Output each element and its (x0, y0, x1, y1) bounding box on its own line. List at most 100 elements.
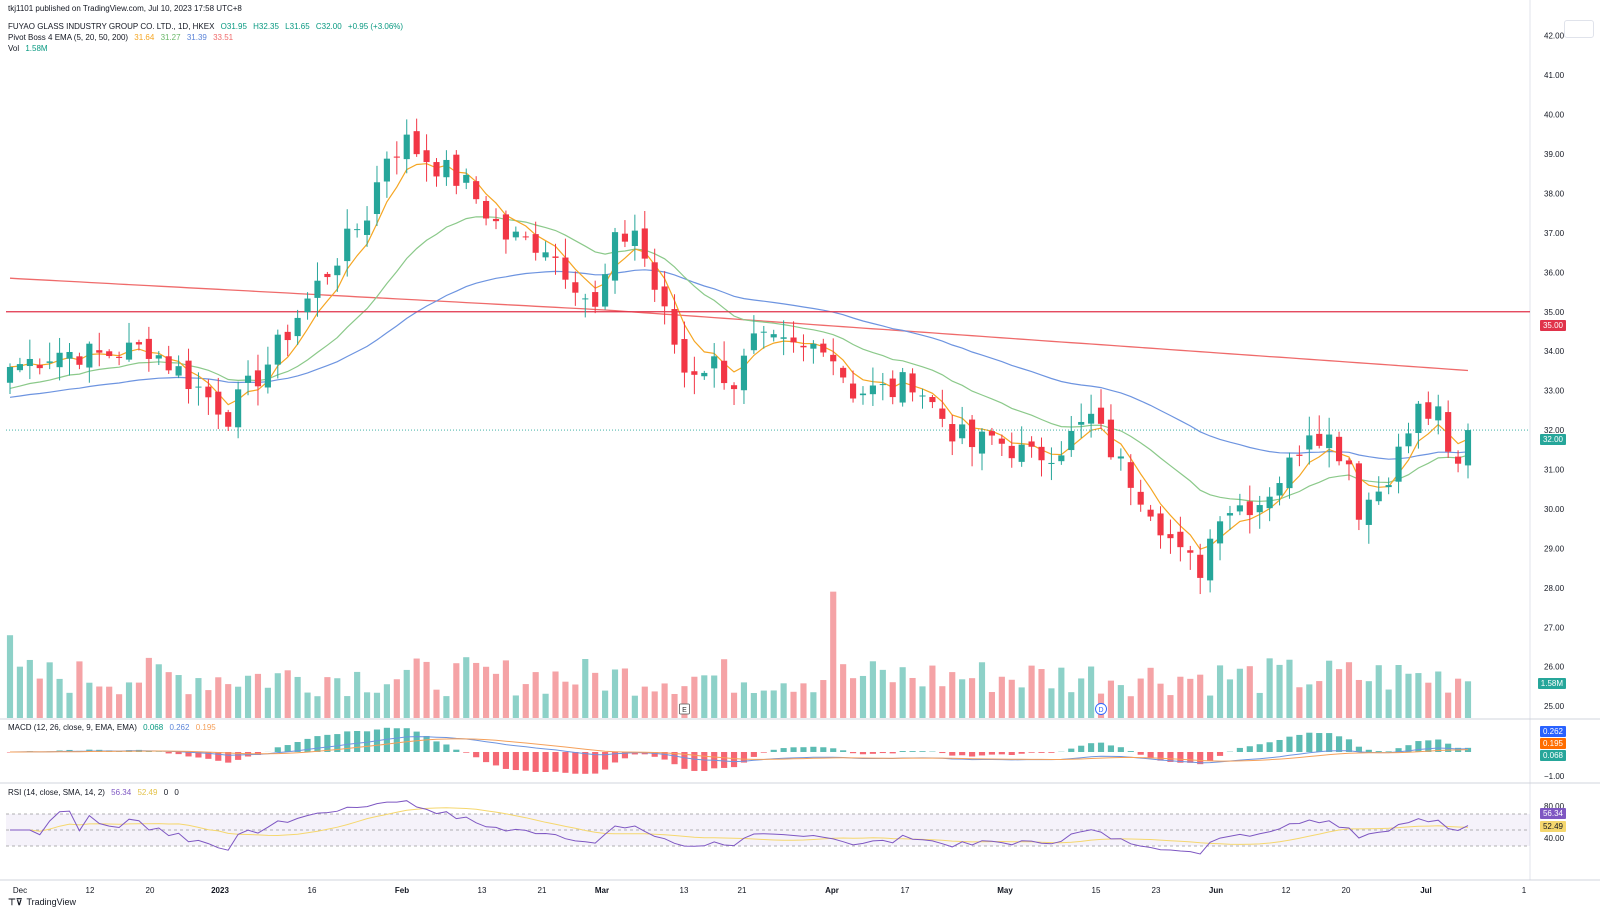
volume-bar (1038, 669, 1045, 718)
volume-bar (443, 696, 450, 718)
ohlc-high: H32.35 (253, 22, 279, 31)
candle-body (175, 366, 182, 376)
macd-hist-bar (1375, 751, 1382, 752)
candle-body (334, 265, 341, 276)
candle-body (859, 393, 867, 396)
volume-bar (1236, 668, 1243, 718)
macd-hist-bar (1078, 745, 1085, 752)
candle-body (1286, 457, 1293, 489)
time-axis-label: Jul (1420, 886, 1432, 895)
macd-hist-bar (1365, 749, 1372, 752)
rsi-value-tag: 56.34 (1539, 808, 1566, 819)
macd-hist-bar (582, 752, 589, 774)
resistance-price-tag: 35.00 (1539, 320, 1566, 331)
volume-bar (284, 670, 291, 718)
volume-bar (264, 687, 271, 718)
macd-hist-tag: 0.068 (1539, 750, 1566, 761)
candle-body (1058, 455, 1065, 462)
symbol-legend: FUYAO GLASS INDUSTRY GROUP CO. LTD., 1D,… (8, 22, 407, 32)
price-axis-label: 31.00 (1544, 466, 1565, 475)
volume-bar (86, 682, 93, 718)
price-axis-label: 28.00 (1544, 584, 1565, 593)
macd-hist-bar (175, 752, 182, 755)
macd-hist-bar (1435, 739, 1442, 752)
candle-body (185, 360, 192, 390)
volume-bar (244, 675, 252, 718)
candle-body (125, 342, 133, 360)
volume-bar (116, 694, 123, 718)
rsi-extra-1: 0 (163, 788, 169, 797)
volume-bar (1187, 678, 1194, 718)
volume-bar (1078, 678, 1085, 718)
volume-bar (205, 690, 212, 718)
tradingview-logo[interactable]: ⊤⊽ TradingView (8, 897, 76, 907)
volume-bar (373, 692, 381, 718)
macd-hist-bar (235, 752, 242, 760)
volume-bar (1415, 673, 1422, 718)
time-axis-label: 1 (1522, 886, 1527, 895)
candle-body (869, 385, 876, 395)
macd-hist-bar (215, 752, 222, 761)
candle-body (433, 162, 440, 177)
volume-bar (1385, 689, 1392, 718)
candle-body (165, 356, 172, 371)
volume-bar (1197, 674, 1204, 718)
volume-bar (304, 692, 311, 718)
macd-hist-bar (492, 752, 500, 766)
macd-hist-bar (393, 728, 400, 752)
candle-body (1048, 462, 1055, 464)
candle-body (949, 424, 956, 442)
time-axis-label: Feb (395, 886, 409, 895)
candle-body (849, 383, 857, 399)
volume-bar (592, 672, 599, 718)
candle-body (1375, 491, 1382, 502)
macd-hist-bar (532, 752, 539, 772)
macd-hist-bar (1216, 752, 1224, 756)
rsi-sma-tag: 52.49 (1539, 821, 1566, 832)
macd-hist-bar (433, 741, 440, 752)
candle-body (294, 317, 301, 337)
volume-bar (562, 681, 569, 718)
published-by-text: tkj1101 published on TradingView.com, Ju… (8, 4, 242, 13)
macd-hist-bar (185, 752, 192, 757)
macd-hist-bar (1355, 746, 1362, 752)
volume-bar (324, 677, 331, 718)
volume-bar (1375, 665, 1382, 718)
candle-body (1246, 501, 1253, 516)
candle-body (1355, 463, 1362, 520)
macd-hist-bar (1147, 752, 1154, 758)
volume-bar (403, 669, 410, 718)
time-axis-label: 23 (1152, 886, 1161, 895)
macd-hist-bar (304, 738, 311, 752)
rsi-axis-label: 40.00 (1544, 834, 1565, 843)
candle-body (820, 343, 827, 353)
last-price-tag: 32.00 (1539, 434, 1566, 445)
candle-body (502, 214, 509, 240)
candle-body (1395, 446, 1402, 482)
macd-signal-line (10, 738, 1469, 762)
volume-bar (671, 693, 678, 718)
macd-hist-bar (949, 752, 956, 756)
volume-bar (56, 678, 63, 718)
macd-hist-bar (443, 744, 450, 752)
volume-bar (1276, 664, 1283, 718)
macd-hist-bar (473, 752, 480, 758)
candle-body (1117, 456, 1124, 459)
candle-body (1187, 550, 1194, 553)
macd-hist-bar (354, 731, 361, 752)
macd-hist-bar (859, 752, 867, 755)
macd-hist-bar (1088, 743, 1095, 752)
macd-hist-bar (1157, 752, 1164, 761)
price-axis-label: 25.00 (1544, 702, 1565, 711)
macd-hist-bar (294, 742, 301, 752)
ema5-value: 31.64 (134, 33, 155, 42)
candle-body (443, 159, 450, 178)
candle-body (106, 351, 113, 357)
volume-bar (433, 689, 440, 718)
ema200-line (9, 277, 1469, 372)
volume-bar (393, 679, 400, 718)
macd-hist-bar (820, 747, 827, 752)
chart-settings-box[interactable] (1564, 20, 1594, 38)
macd-hist-bar (165, 752, 172, 754)
